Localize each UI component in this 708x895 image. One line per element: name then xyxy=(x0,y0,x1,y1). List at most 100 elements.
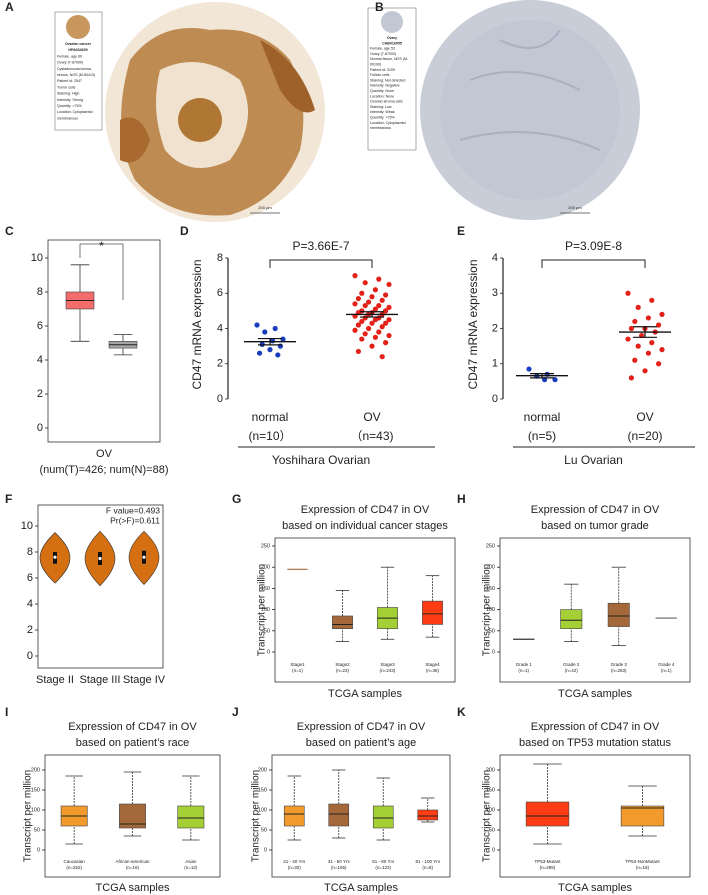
y-tick-label: 3 xyxy=(492,287,498,299)
scale-bar-label: 200 µm xyxy=(258,205,272,210)
box xyxy=(328,803,350,827)
data-point xyxy=(257,350,263,356)
data-point xyxy=(355,322,361,328)
y-tick-label: 150 xyxy=(261,586,270,592)
data-point xyxy=(526,366,532,372)
chart-title: Expression of CD47 in OV xyxy=(68,721,197,733)
data-point xyxy=(379,354,385,360)
box xyxy=(422,600,443,625)
n-label: (n=16) xyxy=(126,865,140,870)
panel-label: J xyxy=(232,705,239,719)
plot-frame xyxy=(274,537,456,683)
x-axis-label: TCGA samples xyxy=(558,882,632,894)
n-label: (n=1) xyxy=(518,668,529,673)
box xyxy=(607,602,630,627)
chart-subtitle: based on tumor grade xyxy=(541,520,649,532)
data-point xyxy=(625,290,631,296)
data-point xyxy=(355,348,361,355)
box xyxy=(177,805,205,829)
p-value: P=3.09E-8 xyxy=(565,239,622,253)
box xyxy=(560,609,583,629)
data-point xyxy=(649,340,655,346)
card-text: serous, NOS (M-84413) xyxy=(57,73,95,77)
data-point xyxy=(372,317,378,323)
card-text: Female, age 53 xyxy=(370,47,395,51)
chart-subtitle: based on individual cancer stages xyxy=(282,520,448,532)
card-text: CAB016055 xyxy=(382,41,402,45)
scale-bar-label: 200 µm xyxy=(568,205,582,210)
group-label: Lu Ovarian xyxy=(564,453,623,467)
y-tick-label: 6 xyxy=(27,572,33,584)
card-text: Ovary (T-87000) xyxy=(370,52,396,56)
y-tick-label: 4 xyxy=(217,322,223,334)
y-tick-label: 0 xyxy=(492,649,495,655)
y-axis-label: Transcript per million xyxy=(482,564,493,656)
y-tick-label: 100 xyxy=(261,607,270,613)
n-label: (n=8) xyxy=(422,865,433,870)
box xyxy=(372,805,394,829)
y-tick-label: 0 xyxy=(27,650,33,662)
card-text: Normal tissue, NOS (M- xyxy=(370,57,409,61)
data-point xyxy=(376,329,382,335)
data-point xyxy=(379,324,385,330)
annotation: F value=0.493 xyxy=(106,505,160,515)
y-axis-label: CD47 mRNA expression xyxy=(190,259,204,389)
data-point xyxy=(632,318,638,325)
y-tick-label: 2 xyxy=(27,624,33,636)
n-label: (n=5) xyxy=(528,429,556,443)
box xyxy=(525,801,570,827)
plot-frame xyxy=(499,754,691,878)
card-text: Intensity: Strong xyxy=(57,98,83,102)
data-point xyxy=(352,327,358,333)
x-tick-label: Stage4 xyxy=(425,662,440,667)
data-point xyxy=(369,343,375,349)
panel-label: G xyxy=(232,492,241,506)
x-tick-label: TP53-NonMutant xyxy=(625,859,660,864)
data-point xyxy=(369,320,375,326)
data-point xyxy=(280,336,286,342)
card-text: Staining: Low xyxy=(370,105,392,109)
x-tick-label: Caucasian xyxy=(64,859,86,864)
data-point xyxy=(649,297,655,303)
data-point xyxy=(625,336,631,342)
x-tick-label: 21 - 40 Yrs xyxy=(283,859,306,864)
chart-subtitle: based on patient’s age xyxy=(306,737,417,749)
plot-frame xyxy=(271,754,451,878)
n-label: (n=1) xyxy=(292,668,303,673)
x-tick-label: Grade 3 xyxy=(611,662,628,667)
y-tick-label: 50 xyxy=(489,827,495,833)
data-point xyxy=(366,325,372,332)
panel-label: H xyxy=(457,492,466,506)
x-tick-label: 61 - 80 Yrs xyxy=(372,859,395,864)
x-tick-label: OV xyxy=(363,410,380,424)
chart-subtitle: based on patient’s race xyxy=(76,737,190,749)
y-tick-label: 100 xyxy=(31,807,40,813)
y-tick-label: 200 xyxy=(486,767,495,773)
plot-frame xyxy=(37,504,164,669)
data-point xyxy=(359,290,365,296)
data-point xyxy=(635,343,641,349)
card-text: Intensity: Weak xyxy=(370,110,395,114)
n-label: (n=123) xyxy=(375,865,391,870)
data-point xyxy=(632,357,638,363)
chart-subtitle: based on TP53 mutation status xyxy=(519,737,672,749)
annotation: Pr(>F)=0.611 xyxy=(110,515,160,525)
n-label: (n=42) xyxy=(565,668,579,673)
n-label: (n=20) xyxy=(627,429,662,443)
group-label: Yoshihara Ovarian xyxy=(272,453,370,467)
x-tick-label: Stage II xyxy=(36,674,74,686)
y-tick-label: 2 xyxy=(217,358,223,370)
data-point xyxy=(628,375,635,381)
y-tick-label: 50 xyxy=(34,827,40,833)
data-point xyxy=(645,350,652,356)
y-tick-label: 50 xyxy=(489,628,495,634)
box xyxy=(417,809,439,821)
x-axis-sublabel: (num(T)=426; num(N)=88) xyxy=(40,464,169,476)
box xyxy=(620,805,665,827)
x-axis-label: TCGA samples xyxy=(96,882,170,894)
card-text: Location: Cytoplasmic/ xyxy=(370,121,406,125)
data-point xyxy=(656,322,662,328)
y-tick-label: 10 xyxy=(21,520,33,532)
y-tick-label: 8 xyxy=(27,546,33,558)
